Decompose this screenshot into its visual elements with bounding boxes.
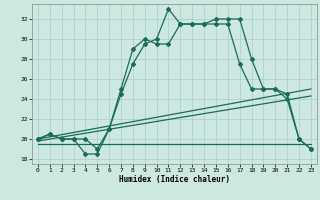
X-axis label: Humidex (Indice chaleur): Humidex (Indice chaleur) [119, 175, 230, 184]
